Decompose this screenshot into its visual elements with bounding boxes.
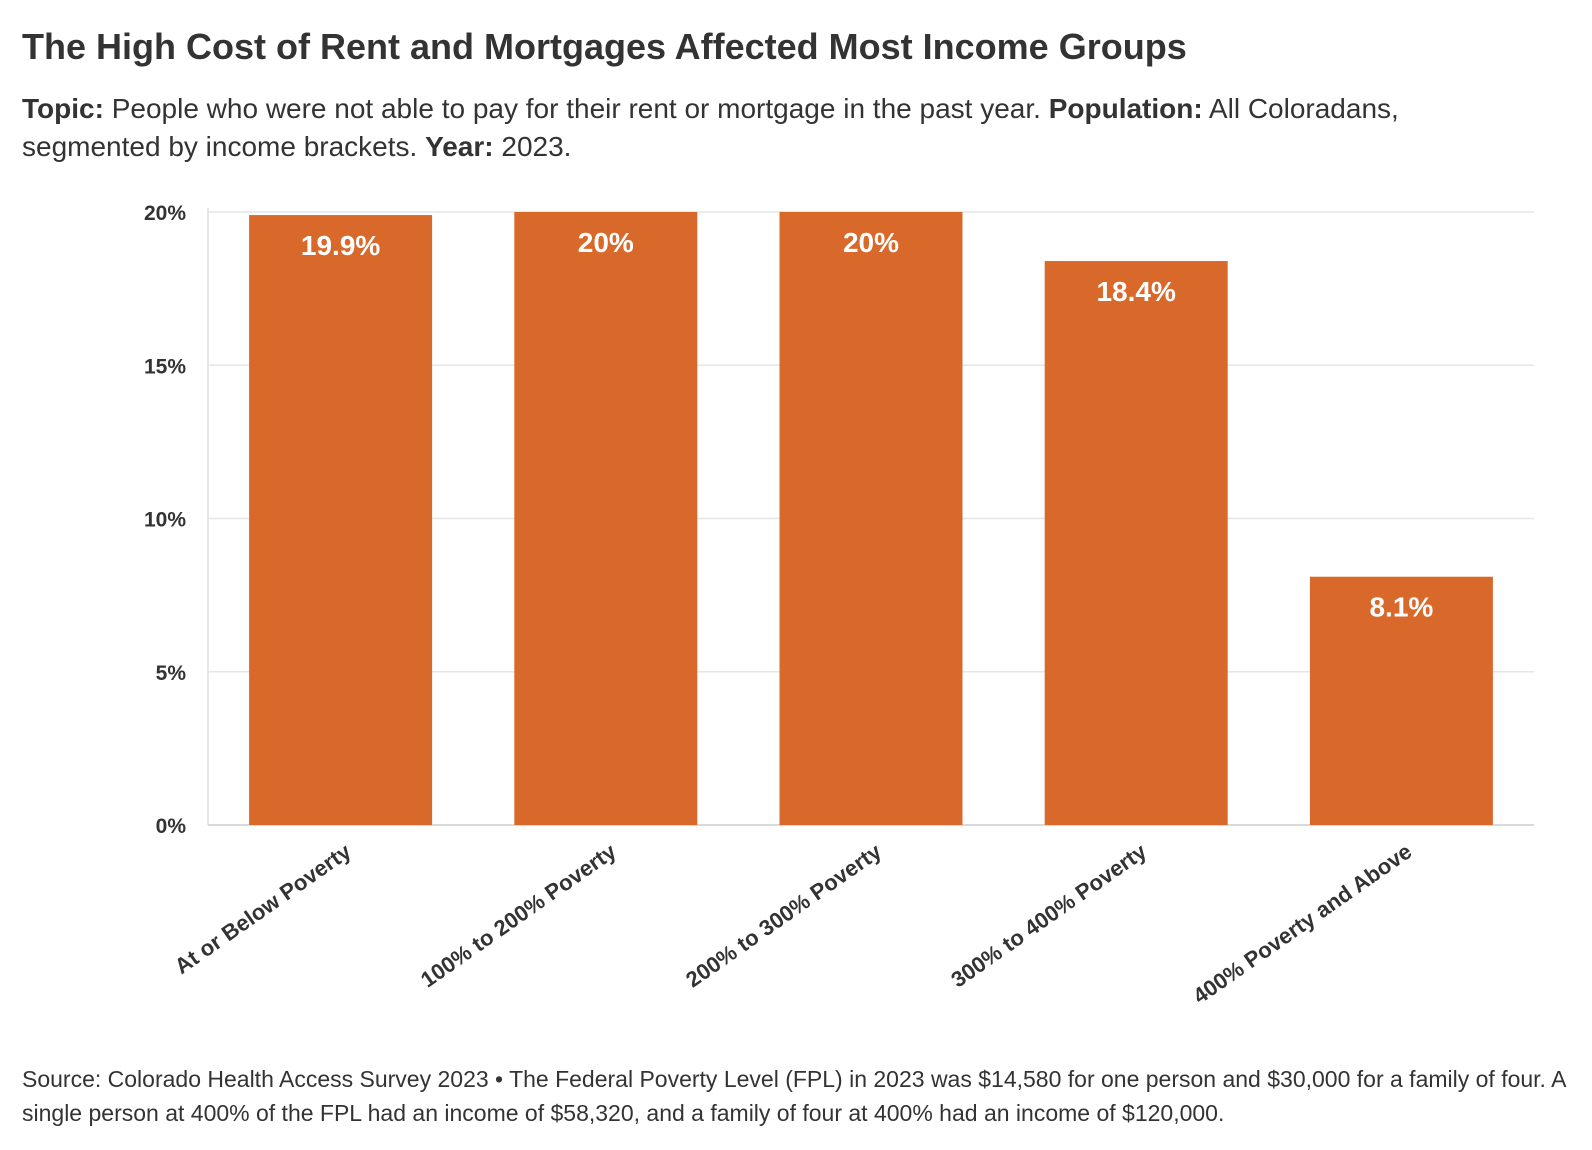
data-label: 19.9% (301, 230, 380, 261)
bars (249, 212, 1493, 825)
y-tick-label: 0% (156, 815, 187, 838)
chart-title: The High Cost of Rent and Mortgages Affe… (22, 26, 1187, 67)
x-tick-label: At or Below Poverty (170, 838, 356, 979)
bar (779, 212, 963, 825)
bar (249, 215, 433, 825)
y-tick-label: 5% (156, 662, 187, 685)
data-label: 8.1% (1369, 592, 1433, 623)
source-note: Source: Colorado Health Access Survey 20… (22, 1066, 1566, 1126)
y-tick-label: 10% (144, 509, 186, 532)
x-tick-label: 400% Poverty and Above (1188, 839, 1416, 1009)
chart-subtitle: Topic: People who were not able to pay f… (22, 90, 1482, 166)
bar (514, 212, 698, 825)
data-labels: 19.9% 20% 20% 18.4% 8.1% (301, 227, 1434, 623)
y-tick-label: 15% (144, 355, 186, 378)
x-tick-label: 200% to 300% Poverty (681, 838, 886, 992)
bar (1309, 576, 1493, 825)
bar-chart: 0% 5% 10% 15% 20% 19.9% 20% 20% 18.4% 8.1% At or… (144, 202, 1534, 1009)
x-tick-label: 100% to 200% Poverty (416, 838, 621, 992)
topic-text: People who were not able to pay for thei… (111, 93, 1041, 124)
data-label: 20% (843, 227, 899, 258)
x-tick-label: 300% to 400% Poverty (946, 838, 1151, 992)
year-text: 2023. (501, 131, 572, 162)
x-axis: At or Below Poverty 100% to 200% Poverty 2… (170, 838, 1416, 1009)
population-text: All Coloradans, segmented by income brac… (22, 93, 1399, 162)
data-label: 18.4% (1096, 276, 1175, 307)
data-label: 20% (578, 227, 634, 258)
topic-label: Topic: (22, 93, 104, 124)
bar (1044, 261, 1228, 825)
population-label: Population: (1048, 93, 1203, 124)
y-axis: 0% 5% 10% 15% 20% (144, 202, 186, 838)
year-label: Year: (425, 131, 494, 162)
y-tick-label: 20% (144, 202, 186, 225)
